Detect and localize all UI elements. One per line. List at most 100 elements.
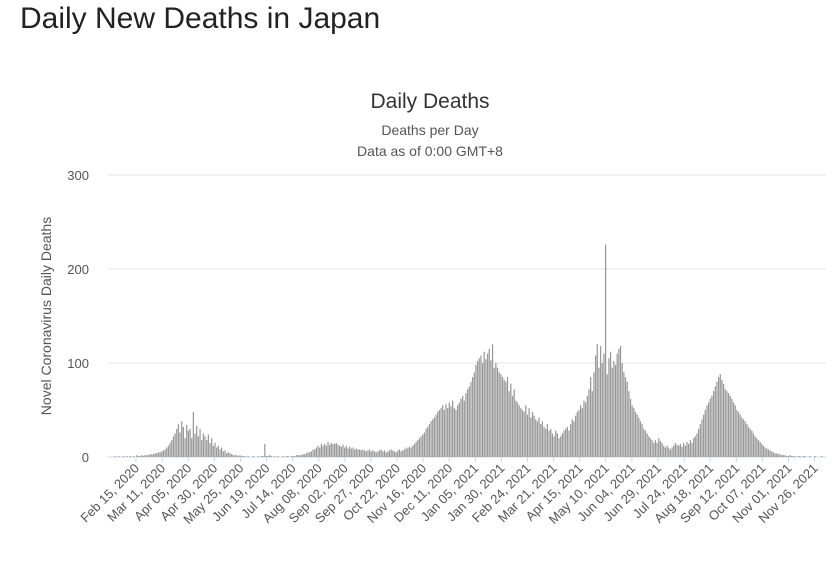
bar <box>240 456 243 457</box>
bar <box>551 433 554 457</box>
bar <box>729 395 731 457</box>
bar <box>402 450 404 457</box>
y-tick-label: 0 <box>82 450 89 465</box>
bar <box>433 417 436 457</box>
bar <box>177 424 180 457</box>
bar <box>616 353 618 457</box>
bar <box>297 455 299 457</box>
bar <box>397 450 399 457</box>
bar <box>191 438 193 457</box>
bar <box>154 453 156 457</box>
bar <box>591 391 593 457</box>
bar <box>445 404 447 457</box>
bar <box>274 456 276 457</box>
bar <box>179 432 181 457</box>
bar <box>691 442 693 457</box>
bar <box>508 391 510 457</box>
bar <box>247 456 249 457</box>
bar <box>683 442 685 457</box>
bar <box>566 426 568 457</box>
bar <box>629 398 632 457</box>
bar <box>187 430 190 457</box>
bar <box>762 445 765 457</box>
bar <box>270 456 273 457</box>
bar <box>211 438 213 457</box>
bar <box>360 450 362 457</box>
bar <box>455 410 457 457</box>
bar <box>727 393 730 457</box>
bar <box>501 377 504 457</box>
bar <box>265 456 268 457</box>
bar <box>137 456 140 457</box>
bar <box>744 421 746 457</box>
bar <box>196 425 198 457</box>
bar <box>746 424 748 457</box>
bar <box>580 405 582 457</box>
bar <box>621 363 623 457</box>
bar <box>252 456 254 457</box>
bar <box>358 449 361 457</box>
bar <box>161 451 163 457</box>
bar <box>300 455 303 457</box>
bar <box>500 374 502 457</box>
bar <box>447 408 449 457</box>
bar <box>335 442 337 457</box>
bar <box>520 408 522 457</box>
bar <box>206 440 208 457</box>
bar <box>731 398 733 457</box>
bar <box>181 421 183 457</box>
y-tick-layer: 0 100 200 300 <box>67 168 89 465</box>
bar <box>340 446 342 457</box>
bar <box>295 455 298 457</box>
bar <box>422 434 424 457</box>
bar <box>678 445 680 457</box>
bar <box>325 445 327 457</box>
bar <box>643 428 645 457</box>
bar <box>216 447 218 457</box>
bar <box>230 454 233 457</box>
bar <box>634 411 637 457</box>
bar <box>465 393 467 457</box>
bar <box>814 456 816 457</box>
bar <box>410 447 412 457</box>
bar <box>307 452 309 457</box>
y-tick-label: 100 <box>67 356 89 371</box>
bar <box>470 381 472 457</box>
bar <box>495 363 497 457</box>
bar <box>681 446 683 457</box>
bar <box>242 456 244 457</box>
bar <box>229 453 231 457</box>
bar <box>614 364 617 457</box>
bar <box>442 405 444 457</box>
bar <box>648 436 650 457</box>
bar <box>142 456 145 457</box>
bar <box>285 456 288 457</box>
bar <box>339 445 341 457</box>
bar <box>732 402 735 457</box>
bar <box>585 402 587 457</box>
bar <box>666 445 668 457</box>
bar <box>641 424 643 457</box>
bar <box>609 351 612 457</box>
bar <box>802 456 804 457</box>
bar <box>156 453 158 457</box>
bar <box>349 446 351 457</box>
bar <box>787 456 790 457</box>
bar <box>558 438 560 457</box>
bar <box>752 433 755 457</box>
bar <box>696 433 698 457</box>
bar <box>515 400 517 457</box>
bar <box>146 455 148 457</box>
bar <box>510 383 512 457</box>
bar <box>722 383 725 457</box>
bar <box>754 436 756 457</box>
bar <box>290 456 293 457</box>
bar <box>299 455 301 457</box>
bar <box>473 372 475 457</box>
bar <box>673 445 675 457</box>
bar <box>518 405 520 457</box>
chart-subtitle-line-1: Deaths per Day <box>381 122 478 138</box>
bar <box>538 417 540 457</box>
bar <box>344 447 346 457</box>
bar <box>427 426 429 457</box>
